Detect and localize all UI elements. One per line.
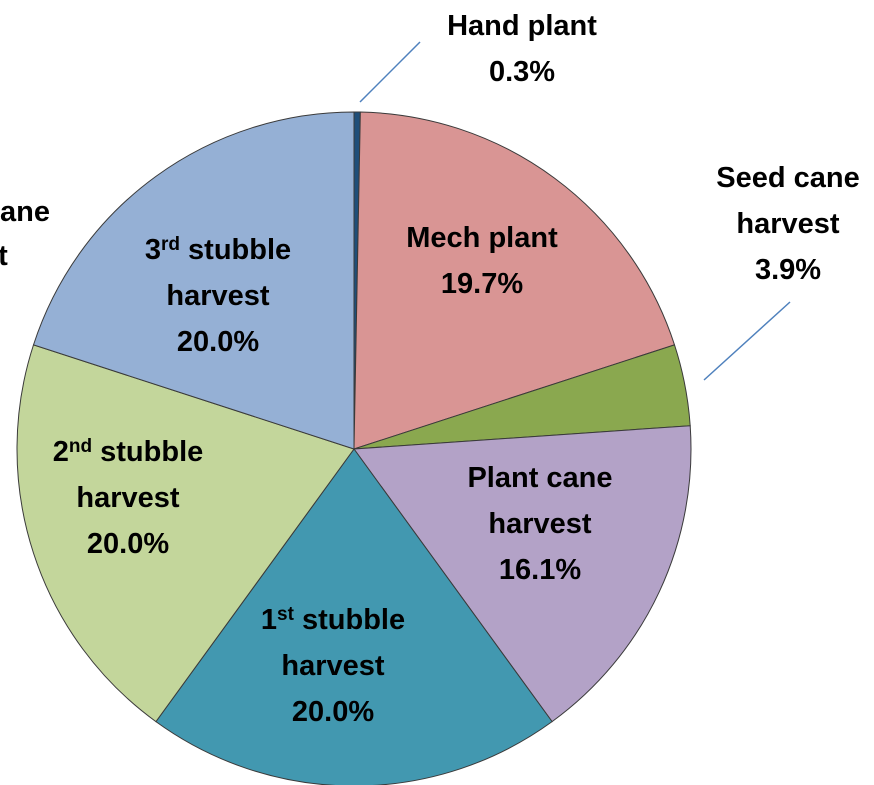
leader-line — [359, 41, 421, 103]
slice-label: Mech plant 19.7% — [372, 215, 592, 307]
pie-slice — [16, 344, 355, 723]
pie-slice — [155, 448, 553, 785]
pie-slice — [353, 425, 692, 723]
category-label: 1st stubble harvest — [260, 604, 406, 682]
annotation: ane — [0, 196, 50, 228]
pie-slice — [32, 111, 355, 450]
slice-label: 3rd stubble harvest 20.0% — [108, 227, 328, 365]
value-label: 20.0% — [176, 326, 260, 358]
value-label: 3.9% — [754, 254, 822, 286]
annotation: st — [0, 240, 8, 272]
slice-label: 2nd stubble harvest 20.0% — [18, 429, 238, 567]
value-label: 20.0% — [291, 696, 375, 728]
slice-label: Hand plant 0.3% — [402, 3, 642, 95]
category-label: Plant cane harvest — [467, 462, 613, 540]
value-label: 19.7% — [440, 268, 524, 300]
pie-slice — [353, 111, 676, 450]
value-label: 16.1% — [498, 554, 582, 586]
slice-label: 1st stubble harvest 20.0% — [223, 597, 443, 735]
category-label: 3rd stubble harvest — [144, 234, 292, 312]
slice-label: Plant cane harvest 16.1% — [450, 455, 630, 593]
category-label: Seed cane harvest — [716, 162, 860, 240]
category-label: 2nd stubble harvest — [52, 436, 204, 514]
value-label: 20.0% — [86, 528, 170, 560]
slice-label: Seed cane harvest 3.9% — [703, 155, 873, 293]
leader-line — [703, 301, 791, 381]
category-label: Mech plant — [406, 222, 558, 254]
category-label: Hand plant — [447, 10, 597, 42]
value-label: 0.3% — [488, 56, 556, 88]
